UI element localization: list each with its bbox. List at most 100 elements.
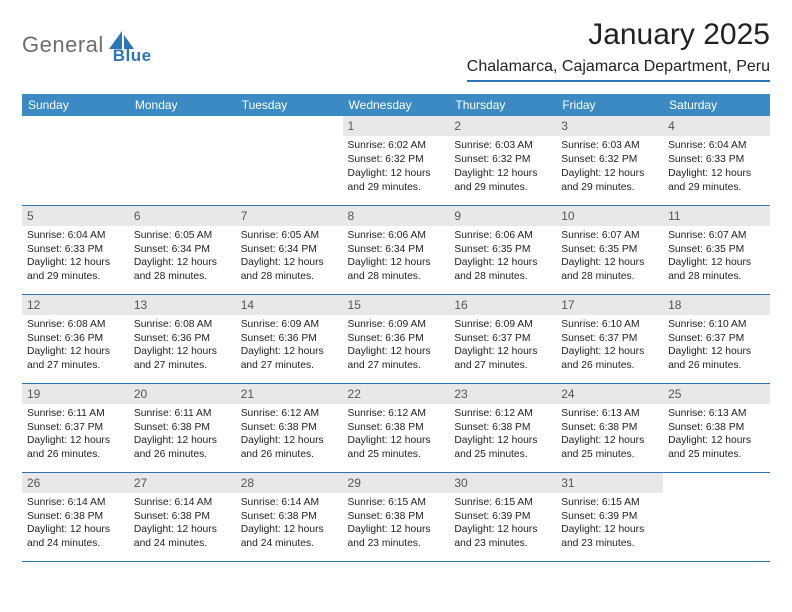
day-number: 9 xyxy=(449,206,556,226)
sunset-line: Sunset: 6:32 PM xyxy=(348,153,445,167)
day-number: 7 xyxy=(236,206,343,226)
day-content: Sunrise: 6:14 AMSunset: 6:38 PMDaylight:… xyxy=(129,493,236,554)
sunset-line: Sunset: 6:33 PM xyxy=(668,153,765,167)
calendar-cell: 22Sunrise: 6:12 AMSunset: 6:38 PMDayligh… xyxy=(343,383,450,472)
day-number: 5 xyxy=(22,206,129,226)
sunrise-line: Sunrise: 6:02 AM xyxy=(348,139,445,153)
day-content: Sunrise: 6:05 AMSunset: 6:34 PMDaylight:… xyxy=(129,226,236,287)
sunrise-line: Sunrise: 6:05 AM xyxy=(241,229,338,243)
day-content: Sunrise: 6:12 AMSunset: 6:38 PMDaylight:… xyxy=(449,404,556,465)
daylight-line: Daylight: 12 hours and 25 minutes. xyxy=(454,434,551,462)
sunrise-line: Sunrise: 6:05 AM xyxy=(134,229,231,243)
day-number: 21 xyxy=(236,384,343,404)
sunset-line: Sunset: 6:36 PM xyxy=(134,332,231,346)
daylight-line: Daylight: 12 hours and 28 minutes. xyxy=(134,256,231,284)
calendar-cell: 26Sunrise: 6:14 AMSunset: 6:38 PMDayligh… xyxy=(22,472,129,561)
day-content: Sunrise: 6:15 AMSunset: 6:39 PMDaylight:… xyxy=(449,493,556,554)
day-number: 20 xyxy=(129,384,236,404)
daylight-line: Daylight: 12 hours and 27 minutes. xyxy=(348,345,445,373)
calendar-cell: 24Sunrise: 6:13 AMSunset: 6:38 PMDayligh… xyxy=(556,383,663,472)
sunrise-line: Sunrise: 6:03 AM xyxy=(454,139,551,153)
daylight-line: Daylight: 12 hours and 23 minutes. xyxy=(348,523,445,551)
daylight-line: Daylight: 12 hours and 26 minutes. xyxy=(668,345,765,373)
calendar-cell xyxy=(22,116,129,205)
day-number: 13 xyxy=(129,295,236,315)
daylight-line: Daylight: 12 hours and 24 minutes. xyxy=(27,523,124,551)
day-number: 8 xyxy=(343,206,450,226)
day-content: Sunrise: 6:13 AMSunset: 6:38 PMDaylight:… xyxy=(663,404,770,465)
day-number: 6 xyxy=(129,206,236,226)
daylight-line: Daylight: 12 hours and 29 minutes. xyxy=(668,167,765,195)
sunrise-line: Sunrise: 6:09 AM xyxy=(241,318,338,332)
day-content: Sunrise: 6:08 AMSunset: 6:36 PMDaylight:… xyxy=(22,315,129,376)
logo-text-blue: Blue xyxy=(113,46,152,66)
day-content: Sunrise: 6:10 AMSunset: 6:37 PMDaylight:… xyxy=(556,315,663,376)
day-content: Sunrise: 6:07 AMSunset: 6:35 PMDaylight:… xyxy=(556,226,663,287)
sunrise-line: Sunrise: 6:13 AM xyxy=(561,407,658,421)
logo-text-general: General xyxy=(22,32,104,58)
sunrise-line: Sunrise: 6:11 AM xyxy=(134,407,231,421)
calendar-cell: 28Sunrise: 6:14 AMSunset: 6:38 PMDayligh… xyxy=(236,472,343,561)
calendar-cell: 3Sunrise: 6:03 AMSunset: 6:32 PMDaylight… xyxy=(556,116,663,205)
day-number: 11 xyxy=(663,206,770,226)
sunset-line: Sunset: 6:36 PM xyxy=(348,332,445,346)
sunrise-line: Sunrise: 6:14 AM xyxy=(241,496,338,510)
calendar-cell: 20Sunrise: 6:11 AMSunset: 6:38 PMDayligh… xyxy=(129,383,236,472)
day-content: Sunrise: 6:14 AMSunset: 6:38 PMDaylight:… xyxy=(22,493,129,554)
day-number: 10 xyxy=(556,206,663,226)
sunrise-line: Sunrise: 6:07 AM xyxy=(668,229,765,243)
daylight-line: Daylight: 12 hours and 26 minutes. xyxy=(27,434,124,462)
calendar-cell: 27Sunrise: 6:14 AMSunset: 6:38 PMDayligh… xyxy=(129,472,236,561)
daylight-line: Daylight: 12 hours and 28 minutes. xyxy=(454,256,551,284)
sunset-line: Sunset: 6:37 PM xyxy=(454,332,551,346)
sunset-line: Sunset: 6:38 PM xyxy=(348,421,445,435)
day-content: Sunrise: 6:06 AMSunset: 6:35 PMDaylight:… xyxy=(449,226,556,287)
sunset-line: Sunset: 6:38 PM xyxy=(27,510,124,524)
sunrise-line: Sunrise: 6:12 AM xyxy=(241,407,338,421)
daylight-line: Daylight: 12 hours and 28 minutes. xyxy=(241,256,338,284)
day-number: 12 xyxy=(22,295,129,315)
sunrise-line: Sunrise: 6:14 AM xyxy=(134,496,231,510)
sunrise-line: Sunrise: 6:03 AM xyxy=(561,139,658,153)
day-content: Sunrise: 6:02 AMSunset: 6:32 PMDaylight:… xyxy=(343,136,450,197)
day-number: 31 xyxy=(556,473,663,493)
day-number: 1 xyxy=(343,116,450,136)
calendar-cell: 1Sunrise: 6:02 AMSunset: 6:32 PMDaylight… xyxy=(343,116,450,205)
calendar-cell: 29Sunrise: 6:15 AMSunset: 6:38 PMDayligh… xyxy=(343,472,450,561)
calendar-cell: 8Sunrise: 6:06 AMSunset: 6:34 PMDaylight… xyxy=(343,205,450,294)
calendar-cell: 31Sunrise: 6:15 AMSunset: 6:39 PMDayligh… xyxy=(556,472,663,561)
sunset-line: Sunset: 6:37 PM xyxy=(668,332,765,346)
sunset-line: Sunset: 6:34 PM xyxy=(134,243,231,257)
day-number: 3 xyxy=(556,116,663,136)
sunset-line: Sunset: 6:38 PM xyxy=(241,421,338,435)
sunset-line: Sunset: 6:38 PM xyxy=(134,510,231,524)
day-content: Sunrise: 6:12 AMSunset: 6:38 PMDaylight:… xyxy=(343,404,450,465)
calendar-row: 1Sunrise: 6:02 AMSunset: 6:32 PMDaylight… xyxy=(22,116,770,205)
day-number: 2 xyxy=(449,116,556,136)
daylight-line: Daylight: 12 hours and 28 minutes. xyxy=(668,256,765,284)
sunrise-line: Sunrise: 6:10 AM xyxy=(668,318,765,332)
calendar-cell: 25Sunrise: 6:13 AMSunset: 6:38 PMDayligh… xyxy=(663,383,770,472)
day-content: Sunrise: 6:04 AMSunset: 6:33 PMDaylight:… xyxy=(663,136,770,197)
sunrise-line: Sunrise: 6:07 AM xyxy=(561,229,658,243)
sunrise-line: Sunrise: 6:06 AM xyxy=(348,229,445,243)
sunrise-line: Sunrise: 6:09 AM xyxy=(348,318,445,332)
sunrise-line: Sunrise: 6:15 AM xyxy=(454,496,551,510)
calendar-row: 5Sunrise: 6:04 AMSunset: 6:33 PMDaylight… xyxy=(22,205,770,294)
day-content: Sunrise: 6:11 AMSunset: 6:37 PMDaylight:… xyxy=(22,404,129,465)
daylight-line: Daylight: 12 hours and 24 minutes. xyxy=(134,523,231,551)
calendar-cell: 9Sunrise: 6:06 AMSunset: 6:35 PMDaylight… xyxy=(449,205,556,294)
calendar-cell: 14Sunrise: 6:09 AMSunset: 6:36 PMDayligh… xyxy=(236,294,343,383)
sunrise-line: Sunrise: 6:10 AM xyxy=(561,318,658,332)
calendar-cell: 18Sunrise: 6:10 AMSunset: 6:37 PMDayligh… xyxy=(663,294,770,383)
sunset-line: Sunset: 6:33 PM xyxy=(27,243,124,257)
day-content: Sunrise: 6:15 AMSunset: 6:38 PMDaylight:… xyxy=(343,493,450,554)
day-content: Sunrise: 6:09 AMSunset: 6:36 PMDaylight:… xyxy=(343,315,450,376)
calendar-cell: 12Sunrise: 6:08 AMSunset: 6:36 PMDayligh… xyxy=(22,294,129,383)
day-number: 16 xyxy=(449,295,556,315)
calendar-cell: 10Sunrise: 6:07 AMSunset: 6:35 PMDayligh… xyxy=(556,205,663,294)
calendar-cell: 23Sunrise: 6:12 AMSunset: 6:38 PMDayligh… xyxy=(449,383,556,472)
weekday-header: Tuesday xyxy=(236,94,343,116)
sunset-line: Sunset: 6:38 PM xyxy=(668,421,765,435)
sunset-line: Sunset: 6:35 PM xyxy=(561,243,658,257)
